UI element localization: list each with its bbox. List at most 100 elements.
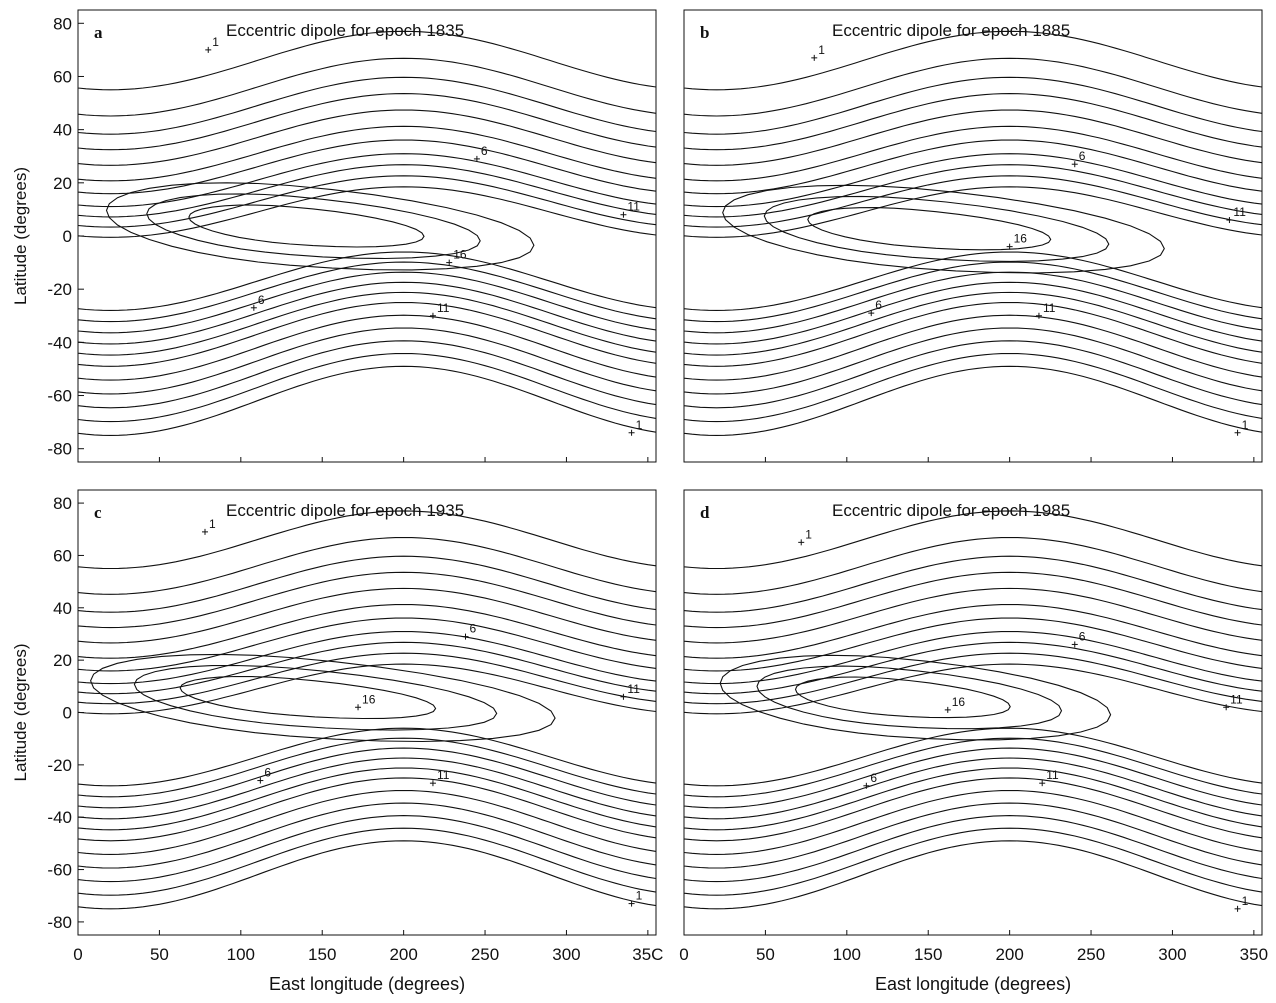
contour-ring xyxy=(133,664,498,731)
y-tick-label: 0 xyxy=(63,704,72,723)
panel-title: Eccentric dipole for epoch 1985 xyxy=(832,501,1070,520)
contour-label: 1 xyxy=(818,43,825,57)
contour-line xyxy=(684,30,1262,91)
contour-line xyxy=(78,175,656,228)
contour-line xyxy=(684,314,1262,381)
contour-line xyxy=(684,327,1262,395)
x-tick-label: 50 xyxy=(150,945,169,964)
contour-label: 1 xyxy=(805,527,812,541)
y-axis-label: Latitude (degrees) xyxy=(11,167,30,305)
contour-line xyxy=(684,93,1262,151)
y-tick-label: 60 xyxy=(53,67,72,86)
contour-line xyxy=(78,840,656,910)
x-tick-label: 0 xyxy=(73,945,82,964)
contour-line xyxy=(78,571,656,629)
contour-label: 1 xyxy=(1242,418,1249,432)
contour-line xyxy=(684,767,1262,831)
contour-line xyxy=(684,663,1262,715)
x-tick-label: 200 xyxy=(995,945,1023,964)
contour-line xyxy=(78,767,656,831)
x-tick-label: 200 xyxy=(389,945,417,964)
contour-line xyxy=(78,737,656,798)
contour-ring xyxy=(763,195,1110,262)
contour-line xyxy=(684,827,1262,896)
contour-line xyxy=(78,777,656,842)
contour-line xyxy=(78,747,656,809)
contour-line xyxy=(78,314,656,381)
contour-line xyxy=(78,93,656,151)
contour-line xyxy=(78,76,656,135)
contour-line xyxy=(78,630,656,685)
y-axis-label: Latitude (degrees) xyxy=(11,644,30,782)
y-tick-label: 40 xyxy=(53,121,72,140)
contour-line xyxy=(684,186,1262,238)
contour-line xyxy=(78,271,656,334)
contour-label: 6 xyxy=(1079,149,1086,163)
contour-line xyxy=(684,57,1262,117)
contour-line xyxy=(684,587,1262,644)
contour-ring xyxy=(807,207,1052,251)
y-tick-label: -60 xyxy=(47,861,72,880)
contour-label: 11 xyxy=(437,301,450,315)
contour-line xyxy=(78,153,656,208)
contour-line xyxy=(684,109,1262,166)
x-tick-label: 250 xyxy=(471,945,499,964)
x-tick-label: 300 xyxy=(552,945,580,964)
contour-ring xyxy=(756,665,1063,730)
contour-line xyxy=(684,536,1262,595)
contour-line xyxy=(78,340,656,409)
x-axis-label: East longitude (degrees) xyxy=(875,974,1071,994)
contour-label: 6 xyxy=(470,622,477,636)
contour-line xyxy=(78,510,656,570)
contour-line xyxy=(78,587,656,644)
contour-label: 16 xyxy=(453,248,467,262)
contour-line xyxy=(684,641,1262,695)
contour-line xyxy=(78,789,656,855)
contour-line xyxy=(684,777,1262,842)
contour-label: 11 xyxy=(627,682,640,696)
contour-line xyxy=(78,365,656,436)
contour-line xyxy=(78,757,656,820)
contour-line xyxy=(78,815,656,883)
contour-line xyxy=(78,251,656,311)
panel-title: Eccentric dipole for epoch 1935 xyxy=(226,501,464,520)
contour-line xyxy=(684,261,1262,323)
x-tick-label: 35C xyxy=(632,945,663,964)
y-tick-label: -40 xyxy=(47,808,72,827)
x-tick-label: 300 xyxy=(1158,945,1186,964)
contour-line xyxy=(78,652,656,705)
contour-line xyxy=(684,153,1262,208)
contour-line xyxy=(684,271,1262,334)
y-tick-label: -40 xyxy=(47,333,72,352)
contour-line xyxy=(684,727,1262,787)
contour-line xyxy=(78,555,656,613)
contour-line xyxy=(684,76,1262,135)
contour-line xyxy=(684,815,1262,883)
contour-label: 6 xyxy=(264,766,271,780)
y-tick-label: 40 xyxy=(53,599,72,618)
contour-label: 6 xyxy=(481,144,488,158)
contour-label: 6 xyxy=(258,293,265,307)
contour-line xyxy=(684,164,1262,218)
contour-line xyxy=(78,641,656,695)
panel-title: Eccentric dipole for epoch 1835 xyxy=(226,21,464,40)
contour-line xyxy=(78,727,656,787)
contour-line xyxy=(684,840,1262,910)
contour-line xyxy=(78,827,656,896)
contour-label: 1 xyxy=(636,889,643,903)
y-tick-label: -80 xyxy=(47,440,72,459)
y-tick-label: -20 xyxy=(47,280,72,299)
contour-line xyxy=(684,571,1262,629)
contour-label: 6 xyxy=(875,298,882,312)
x-tick-label: 150 xyxy=(308,945,336,964)
contour-label: 11 xyxy=(437,768,450,782)
contour-line xyxy=(684,789,1262,855)
contour-label: 1 xyxy=(209,517,216,531)
contour-line xyxy=(684,139,1262,195)
contour-line xyxy=(78,327,656,395)
contour-line xyxy=(684,757,1262,820)
panel-title: Eccentric dipole for epoch 1885 xyxy=(832,21,1070,40)
